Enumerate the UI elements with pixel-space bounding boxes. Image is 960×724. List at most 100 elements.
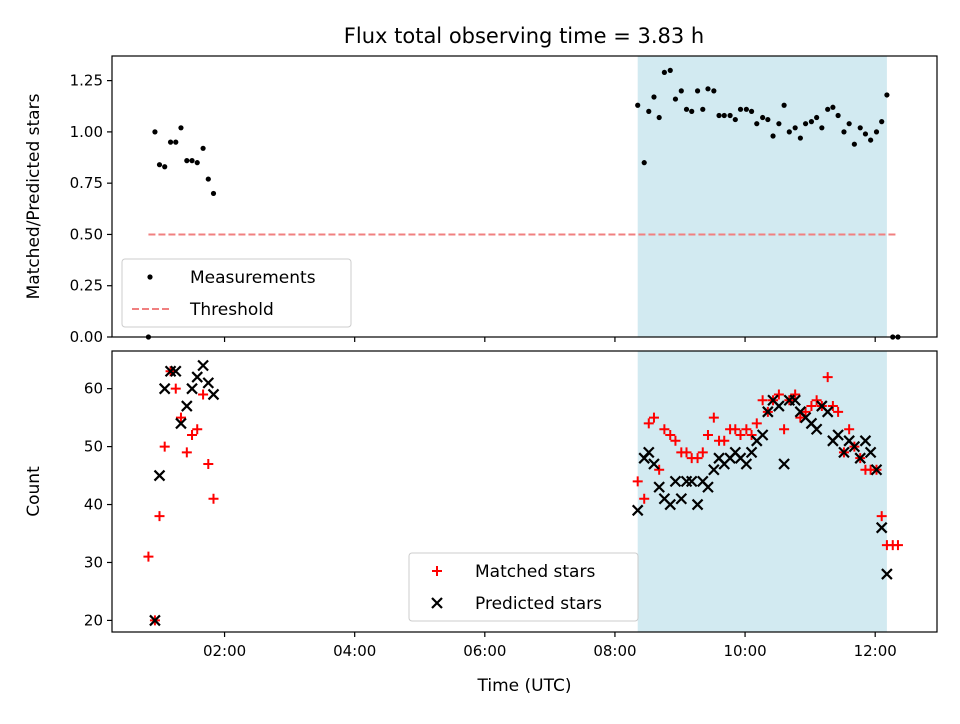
data-point <box>642 446 655 459</box>
data-point <box>862 131 869 137</box>
data-point <box>631 504 644 517</box>
data-point <box>854 452 867 464</box>
data-point <box>659 424 670 435</box>
data-point <box>694 88 701 94</box>
bottom-panel: 20 30 40 50 60 02:00 04:00 06:00 08:00 10:00 12:00… <box>24 350 938 696</box>
data-point <box>797 135 803 141</box>
legend: Measurements Threshold <box>121 258 352 328</box>
y-tick-label: 60 <box>84 380 103 398</box>
data-point <box>661 69 667 76</box>
data-point <box>651 94 657 100</box>
data-point <box>832 429 844 441</box>
x-tick-label: 10:00 <box>723 642 766 660</box>
data-point <box>756 429 769 441</box>
x-tick-label: 06:00 <box>463 642 506 660</box>
data-point <box>864 446 877 459</box>
data-point <box>654 464 665 475</box>
data-point <box>825 106 831 112</box>
data-point <box>210 190 217 197</box>
data-point <box>773 389 784 400</box>
data-point <box>685 475 698 488</box>
data-point <box>830 104 836 110</box>
data-point <box>632 476 643 487</box>
data-point <box>745 446 758 459</box>
data-point <box>154 511 165 522</box>
data-point <box>181 447 192 458</box>
data-point <box>835 112 841 119</box>
data-point <box>187 430 198 441</box>
data-point <box>186 382 198 395</box>
data-point <box>859 435 872 447</box>
data-point <box>639 493 650 504</box>
data-point <box>648 412 659 423</box>
data-point <box>870 463 883 476</box>
data-point <box>802 121 809 127</box>
data-point <box>181 400 193 412</box>
data-point <box>754 121 760 127</box>
data-point <box>781 102 787 108</box>
y-tick-label: 50 <box>84 438 103 456</box>
observing-window-shading <box>637 56 887 337</box>
x-tick-label: 08:00 <box>593 642 636 660</box>
data-point <box>648 458 660 470</box>
data-point <box>833 406 844 417</box>
data-point <box>200 145 206 151</box>
data-point <box>691 498 704 511</box>
data-point <box>708 412 719 423</box>
data-point <box>641 160 647 166</box>
data-point <box>730 424 741 435</box>
data-point <box>708 463 720 476</box>
data-point <box>876 511 887 522</box>
data-point <box>743 106 749 112</box>
data-point <box>751 418 762 429</box>
top-panel: 0.00 0.25 0.50 0.75 1.00 1.25 Matched/Predicte… <box>24 55 938 346</box>
data-point <box>162 164 168 170</box>
data-point <box>732 116 738 123</box>
data-point <box>152 129 158 135</box>
data-point <box>741 424 752 435</box>
data-point <box>184 158 190 164</box>
y-axis-label: Matched/Predicted stars <box>24 93 44 299</box>
data-point <box>716 112 722 119</box>
data-point <box>786 129 792 135</box>
data-point <box>700 106 706 112</box>
data-point <box>748 108 755 114</box>
y-axis-label: Count <box>24 466 44 517</box>
data-point <box>778 458 790 470</box>
data-point <box>838 446 850 459</box>
data-point <box>178 125 184 131</box>
data-point <box>670 435 681 446</box>
data-point <box>819 125 825 131</box>
data-point <box>875 521 888 534</box>
data-point <box>672 96 679 102</box>
data-point <box>681 447 692 458</box>
chart-title: Flux total observing time = 3.83 h <box>344 24 704 48</box>
data-point <box>665 430 676 441</box>
data-point <box>191 371 204 383</box>
data-point <box>810 423 823 435</box>
data-point <box>643 418 654 429</box>
legend-label: Predicted stars <box>475 594 602 614</box>
data-point <box>664 498 677 511</box>
data-point <box>149 614 161 627</box>
data-point <box>143 551 154 562</box>
data-point <box>822 372 833 383</box>
data-point <box>711 88 717 94</box>
data-point <box>776 121 782 127</box>
data-point <box>873 129 880 135</box>
data-point <box>779 424 790 435</box>
data-point <box>773 400 785 412</box>
data-point <box>198 389 209 400</box>
data-point <box>697 447 708 458</box>
y-tick-label: 0.50 <box>70 225 103 243</box>
data-point <box>737 106 744 112</box>
data-point <box>646 108 652 114</box>
data-point <box>790 389 801 400</box>
data-point <box>669 475 682 488</box>
data-point <box>689 108 695 114</box>
x-tick-label: 04:00 <box>333 642 376 660</box>
legend-marker <box>432 566 442 576</box>
data-point <box>205 176 211 182</box>
x-tick-label: 02:00 <box>203 642 246 660</box>
